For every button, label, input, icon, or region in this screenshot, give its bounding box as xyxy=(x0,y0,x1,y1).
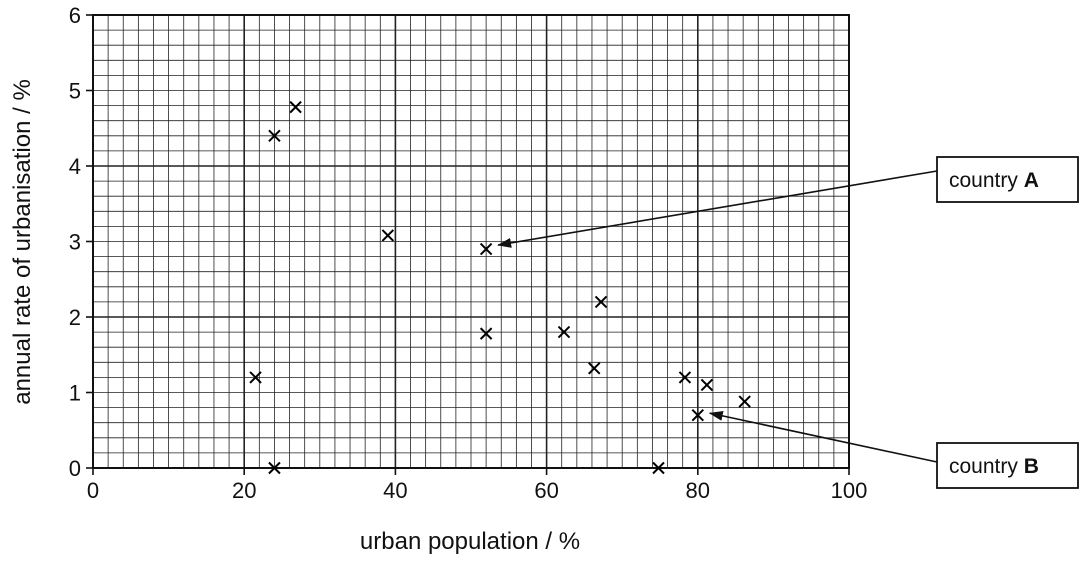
data-point-marker xyxy=(678,371,692,384)
callout-box-a xyxy=(936,156,1079,203)
data-point-marker xyxy=(594,295,608,309)
callout-letter-b: B xyxy=(1024,455,1039,478)
marker-stroke xyxy=(678,371,692,384)
x-tick-label: 40 xyxy=(383,478,407,503)
marker-stroke xyxy=(557,325,571,339)
callout-prefix-a: country xyxy=(949,169,1024,192)
marker-stroke xyxy=(738,395,751,408)
marker-stroke xyxy=(594,295,608,309)
x-tick-label: 0 xyxy=(87,478,99,503)
axes: 0 20 40 60 80 100 0 1 2 3 4 5 6 xyxy=(69,3,868,503)
marker-stroke xyxy=(268,129,281,143)
marker-stroke xyxy=(652,461,665,475)
marker-stroke xyxy=(700,378,714,392)
data-point-marker xyxy=(381,229,395,242)
grid xyxy=(92,14,850,469)
x-tick-label: 80 xyxy=(686,478,710,503)
annotations: country A country B xyxy=(497,156,1079,489)
y-tick-label: 4 xyxy=(69,154,81,179)
data-point-marker xyxy=(691,408,705,422)
marker-stroke xyxy=(381,229,395,242)
callout-country-b: country B xyxy=(708,410,1079,489)
marker-stroke xyxy=(289,100,302,114)
callout-arrow-b xyxy=(708,410,938,463)
y-tick-label: 1 xyxy=(69,381,81,406)
data-point-marker xyxy=(479,242,493,256)
y-axis-title: annual rate of urbanisation / % xyxy=(9,79,36,405)
callout-arrow-a xyxy=(497,170,938,248)
marker-stroke xyxy=(588,362,601,375)
data-point-marker xyxy=(700,378,714,392)
y-tick-label: 3 xyxy=(69,230,81,255)
callout-prefix-b: country xyxy=(949,455,1024,478)
data-point-marker xyxy=(479,327,493,340)
data-point-marker xyxy=(588,362,601,375)
x-tick-label: 60 xyxy=(534,478,558,503)
marker-stroke xyxy=(249,371,262,384)
data-points xyxy=(249,100,751,475)
x-tick-label: 20 xyxy=(232,478,256,503)
marker-stroke xyxy=(691,408,705,422)
callout-country-a: country A xyxy=(497,156,1079,248)
callout-letter-a: A xyxy=(1024,169,1039,192)
callout-label-a: country A xyxy=(949,169,1039,192)
data-point-marker xyxy=(289,100,302,114)
y-tick-label: 6 xyxy=(69,3,81,28)
y-tick-label: 5 xyxy=(69,79,81,104)
x-tick-label: 100 xyxy=(831,478,868,503)
marker-stroke xyxy=(268,461,281,475)
data-point-marker xyxy=(268,461,281,475)
data-point-marker xyxy=(738,395,751,408)
marker-stroke xyxy=(479,242,493,256)
callout-label-b: country B xyxy=(949,455,1039,478)
data-point-marker xyxy=(652,461,665,475)
data-point-marker xyxy=(268,129,281,143)
marker-stroke xyxy=(479,327,493,340)
data-point-marker xyxy=(249,371,262,384)
y-tick-label: 0 xyxy=(69,456,81,481)
y-tick-label: 2 xyxy=(69,305,81,330)
callout-box-b xyxy=(936,442,1079,489)
x-axis-title: urban population / % xyxy=(360,528,580,555)
data-point-marker xyxy=(557,325,571,339)
